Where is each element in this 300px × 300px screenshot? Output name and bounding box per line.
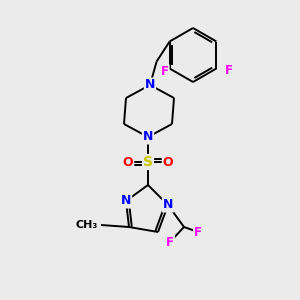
Text: O: O [123, 155, 133, 169]
Text: N: N [163, 199, 173, 212]
Text: F: F [224, 64, 232, 77]
Text: N: N [143, 130, 153, 143]
Text: S: S [143, 155, 153, 169]
Text: N: N [145, 79, 155, 92]
Text: N: N [121, 194, 131, 208]
Text: F: F [194, 226, 202, 238]
Text: F: F [166, 236, 174, 248]
Text: F: F [160, 65, 169, 78]
Text: O: O [163, 155, 173, 169]
Text: CH₃: CH₃ [76, 220, 98, 230]
